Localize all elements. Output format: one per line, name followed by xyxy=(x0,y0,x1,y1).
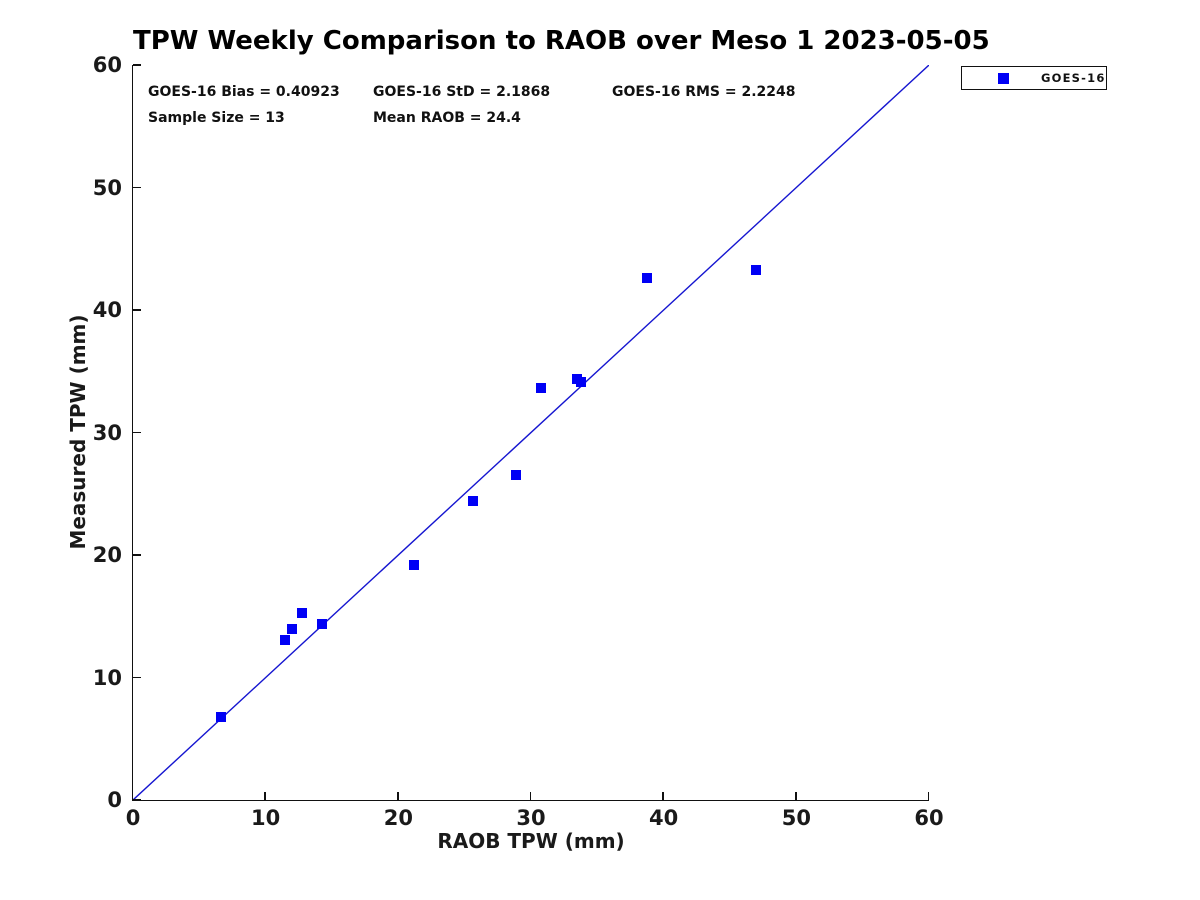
x-tick-label: 0 xyxy=(125,806,141,830)
legend-marker-icon xyxy=(998,72,1009,84)
x-tick-label: 50 xyxy=(781,806,811,830)
y-tick-label: 50 xyxy=(92,175,122,200)
data-point xyxy=(216,711,227,722)
stat-std: GOES-16 StD = 2.1868 xyxy=(373,84,551,100)
plot-area xyxy=(131,64,930,801)
plot-inner xyxy=(131,64,930,801)
x-tick-mark xyxy=(131,792,134,800)
stat-sample-size: Sample Size = 13 xyxy=(148,110,285,126)
data-point xyxy=(510,470,521,481)
y-axis-label: Measured TPW (mm) xyxy=(66,314,90,550)
data-point xyxy=(751,264,762,275)
x-tick-mark xyxy=(662,792,664,800)
x-tick-mark xyxy=(795,792,797,800)
data-point xyxy=(536,383,547,394)
data-point xyxy=(408,559,419,570)
y-tick-mark xyxy=(132,676,141,679)
x-tick-label: 60 xyxy=(914,806,944,830)
x-tick-mark xyxy=(264,792,266,800)
y-tick-label: 0 xyxy=(107,788,122,812)
x-tick-label: 40 xyxy=(649,806,679,830)
identity-reference-line xyxy=(132,65,929,800)
x-tick-mark xyxy=(529,792,532,800)
stat-bias: GOES-16 Bias = 0.40923 xyxy=(148,84,340,100)
data-point xyxy=(468,496,479,507)
x-tick-label: 30 xyxy=(516,806,546,830)
y-tick-mark xyxy=(132,799,141,801)
data-point xyxy=(575,377,586,388)
stat-rms: GOES-16 RMS = 2.2248 xyxy=(612,84,796,100)
x-axis-label: RAOB TPW (mm) xyxy=(437,829,625,853)
y-tick-mark xyxy=(132,431,141,434)
data-point xyxy=(286,623,297,634)
legend-label: GOES-16 xyxy=(1041,71,1106,85)
y-tick-mark xyxy=(132,186,141,189)
y-tick-mark xyxy=(132,554,141,556)
data-point xyxy=(642,273,653,284)
y-tick-mark xyxy=(132,64,141,66)
x-tick-mark xyxy=(927,792,930,800)
y-tick-label: 40 xyxy=(92,298,122,322)
data-point xyxy=(317,618,328,629)
y-tick-label: 10 xyxy=(92,665,122,690)
y-tick-mark xyxy=(132,309,141,311)
stat-mean-raob: Mean RAOB = 24.4 xyxy=(373,110,521,126)
data-point xyxy=(297,607,308,618)
y-tick-label: 30 xyxy=(92,420,122,445)
y-tick-label: 60 xyxy=(92,53,122,77)
data-point xyxy=(280,634,291,645)
y-tick-label: 20 xyxy=(92,543,122,567)
x-tick-mark xyxy=(397,792,399,800)
reference-line-canvas xyxy=(132,65,929,800)
x-tick-label: 20 xyxy=(383,806,413,830)
legend: GOES-16 xyxy=(961,66,1107,90)
x-tick-label: 10 xyxy=(251,806,281,830)
chart-title: TPW Weekly Comparison to RAOB over Meso … xyxy=(133,26,990,56)
